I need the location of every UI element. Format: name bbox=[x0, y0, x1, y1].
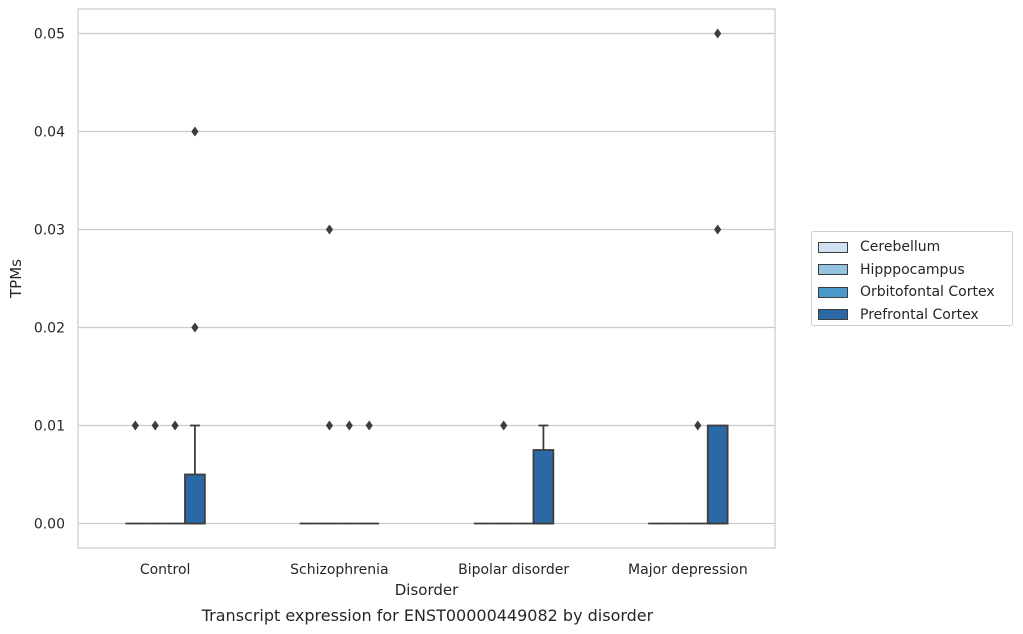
x-axis-ticks: Control Schizophrenia Bipolar disorder Majo… bbox=[140, 562, 748, 578]
outlier-point bbox=[714, 224, 722, 235]
outlier-point bbox=[365, 420, 373, 431]
boxes bbox=[125, 424, 729, 525]
legend-swatch bbox=[818, 286, 848, 298]
legend-item: Cerebellum bbox=[818, 236, 1006, 259]
grid-lines bbox=[78, 32, 775, 525]
outlier-point bbox=[345, 420, 353, 431]
legend-swatch bbox=[818, 241, 848, 253]
legend-label: Hipppocampus bbox=[860, 261, 965, 278]
legend-label: Prefrontal Cortex bbox=[860, 306, 979, 323]
x-tick-label: Major depression bbox=[628, 562, 748, 578]
y-tick-label: 0.00 bbox=[34, 517, 65, 533]
outlier-point bbox=[325, 224, 334, 235]
legend-label: Orbitofontal Cortex bbox=[860, 284, 995, 301]
legend-item: Prefrontal Cortex bbox=[818, 304, 1006, 327]
outlier-point bbox=[171, 420, 179, 431]
box bbox=[706, 424, 729, 525]
y-tick-label: 0.02 bbox=[34, 321, 65, 337]
outlier-point bbox=[191, 322, 199, 333]
legend-swatch bbox=[818, 264, 848, 276]
x-tick-label: Control bbox=[140, 562, 191, 578]
outlier-point bbox=[714, 28, 722, 39]
outlier-point bbox=[131, 420, 139, 431]
x-axis-label: Disorder bbox=[395, 581, 459, 599]
y-tick-label: 0.05 bbox=[34, 27, 65, 43]
x-tick-label: Schizophrenia bbox=[290, 562, 388, 578]
y-tick-label: 0.03 bbox=[34, 223, 65, 239]
legend-swatch bbox=[818, 309, 848, 321]
y-axis-ticks: 0.00 0.01 0.02 0.03 0.04 0.05 bbox=[34, 27, 65, 533]
outlier-point bbox=[151, 420, 159, 431]
legend-item: Orbitofontal Cortex bbox=[818, 281, 1006, 304]
legend-label: Cerebellum bbox=[860, 239, 941, 256]
box bbox=[184, 473, 206, 525]
legend: Cerebellum Hipppocampus Orbitofontal Corte… bbox=[811, 231, 1013, 326]
legend-item: Hipppocampus bbox=[818, 259, 1006, 282]
outlier-point bbox=[191, 126, 199, 137]
y-tick-label: 0.04 bbox=[34, 125, 65, 141]
plot-area-frame bbox=[77, 8, 776, 549]
x-tick-label: Bipolar disorder bbox=[458, 562, 569, 578]
outliers bbox=[131, 28, 722, 431]
outlier-point bbox=[325, 420, 334, 431]
y-axis-label: TPMs bbox=[7, 259, 25, 299]
box bbox=[532, 449, 555, 525]
outlier-point bbox=[500, 420, 508, 431]
y-tick-label: 0.01 bbox=[34, 419, 65, 435]
outlier-point bbox=[694, 420, 702, 431]
chart-title: Transcript expression for ENST0000044908… bbox=[201, 606, 654, 625]
